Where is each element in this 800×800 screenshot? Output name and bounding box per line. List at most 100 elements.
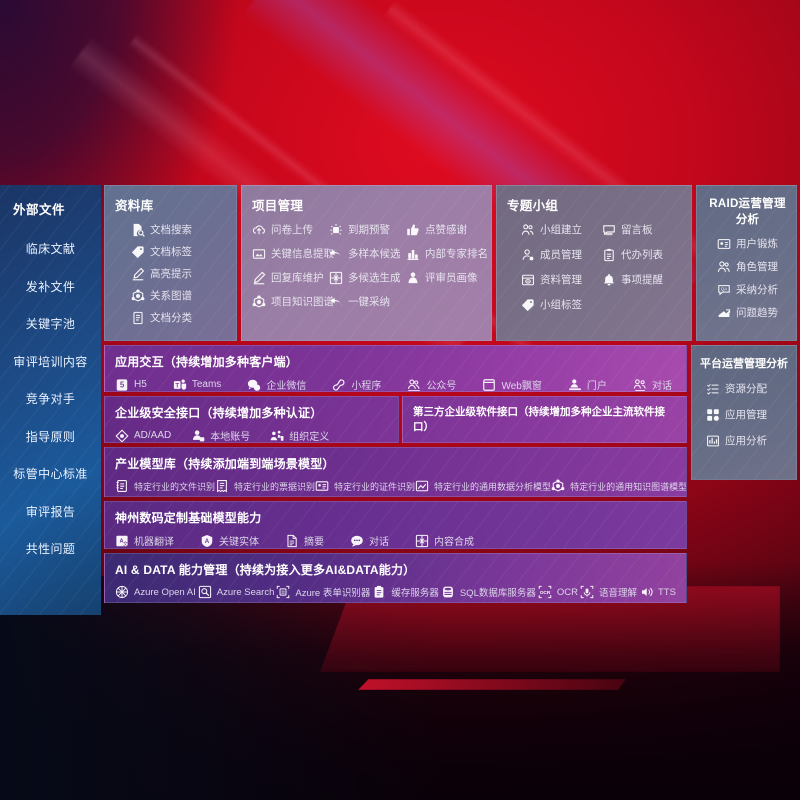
- app-item-official-account[interactable]: 公众号: [407, 377, 456, 391]
- industry-item-data-analysis-model[interactable]: 特定行业的通用数据分析模型: [415, 479, 551, 493]
- aidata-item-label: 缓存服务器: [391, 588, 439, 599]
- project-item-internal-expert-ranking[interactable]: 内部专家排名: [406, 247, 488, 261]
- app-item-label: Teams: [191, 379, 222, 390]
- tag-icon: [131, 245, 145, 259]
- library-item-relation-graph[interactable]: 关系图谱: [131, 289, 228, 303]
- aidata-item-azure-search[interactable]: Azure Search: [198, 585, 274, 599]
- third-party-item-api-designer[interactable]: API自动化设计器: [421, 441, 516, 443]
- industry-item-file-recognition[interactable]: 特定行业的文件识别: [115, 479, 215, 493]
- aidata-item-ocr[interactable]: OCR OCR: [538, 585, 578, 599]
- sidebar-item-competitors[interactable]: 竞争对手: [25, 392, 76, 406]
- platform-item-app-management[interactable]: 应用管理: [706, 408, 790, 422]
- project-item-thanks[interactable]: 点赞感谢: [406, 223, 483, 237]
- people-add-icon: [521, 223, 535, 237]
- library-item-document-tag[interactable]: 文档标签: [131, 245, 228, 259]
- aidata-item-tts[interactable]: TTS: [639, 585, 676, 599]
- teams-icon: T: [173, 378, 187, 392]
- group-item-label: 资料管理: [540, 273, 582, 286]
- clipboard-list-icon: [602, 248, 616, 262]
- dcits-item-label: 内容合成: [434, 537, 474, 548]
- app-item-teams[interactable]: T Teams: [173, 378, 221, 392]
- dcits-item-dialog[interactable]: 对话: [350, 533, 389, 548]
- app-item-web-popup[interactable]: Web飘窗: [482, 377, 542, 392]
- library-item-document-search[interactable]: 文档搜索: [131, 223, 228, 237]
- aidata-item-form-recognizer[interactable]: Azure 表单识别器: [276, 585, 370, 599]
- bar-ai-data-items: Azure Open AI Azure Search Azure 表单识别器 缓…: [115, 585, 676, 599]
- group-item-event-reminder[interactable]: 事项提醒: [602, 273, 683, 287]
- project-item-label: 回复库维护: [271, 271, 324, 284]
- sidebar-item-keyword-pool[interactable]: 关键字池: [25, 317, 76, 331]
- app-item-portal[interactable]: 门户: [568, 377, 607, 391]
- platform-item-resource-allocation[interactable]: 资源分配: [706, 382, 790, 396]
- panel-library: 资料库 文档搜索 文档标签 高亮提示: [104, 185, 237, 341]
- group-item-message-board[interactable]: 留言板: [602, 223, 683, 237]
- industry-item-receipt-recognition[interactable]: 特定行业的票据识别: [215, 479, 315, 493]
- project-item-label: 点赞感谢: [424, 223, 467, 236]
- raid-item-issue-trend[interactable]: 问题趋势: [717, 306, 788, 320]
- aidata-item-speech-understanding[interactable]: 语音理解: [580, 585, 637, 599]
- thumbs-up-icon: [406, 223, 420, 237]
- sidebar-item-clinical-literature[interactable]: 临床文献: [25, 242, 76, 256]
- app-item-h5[interactable]: 5 H5: [115, 378, 147, 392]
- archive-icon: [521, 273, 535, 287]
- group-item-material-management[interactable]: 资料管理: [521, 273, 602, 287]
- raid-item-role-management[interactable]: 角色管理: [717, 260, 788, 274]
- library-item-document-category[interactable]: 文档分类: [131, 311, 228, 325]
- document-search-icon: [131, 223, 145, 237]
- panel-raid-title: RAID运营管理分析: [709, 198, 786, 226]
- project-item-knowledge-graph[interactable]: 项目知识图谱: [252, 295, 334, 309]
- sidebar-item-review-report[interactable]: 审评报告: [25, 504, 76, 519]
- app-item-miniprogram[interactable]: 小程序: [332, 377, 381, 391]
- security-item-ad-aad[interactable]: AD/AAD: [115, 428, 171, 442]
- project-item-reply-library[interactable]: 回复库维护: [252, 271, 329, 285]
- group-item-group-tag[interactable]: 小组标签: [521, 298, 602, 312]
- project-item-one-click-adopt[interactable]: 一键采纳: [329, 295, 406, 309]
- graph-network-icon: [551, 479, 565, 493]
- industry-item-knowledge-graph-model[interactable]: 特定行业的通用知识图谱模型: [551, 479, 686, 493]
- app-item-wechat-work[interactable]: 企业微信: [247, 377, 306, 391]
- qa-chat-icon: QA: [717, 283, 731, 297]
- svg-text:文: 文: [123, 540, 128, 547]
- sidebar-item-common-issues[interactable]: 共性问题: [25, 542, 76, 556]
- project-item-due-alert[interactable]: 到期预警: [329, 223, 406, 237]
- sidebar-item-standards-center[interactable]: 标管中心标准: [13, 467, 88, 481]
- platform-item-app-analysis[interactable]: 应用分析: [706, 434, 790, 448]
- sidebar-item-review-training[interactable]: 审评培训内容: [13, 354, 88, 369]
- sidebar-item-supplement-docs[interactable]: 发补文件: [25, 279, 76, 294]
- dcits-item-key-entity[interactable]: A 关键实体: [200, 533, 259, 548]
- group-item-create-group[interactable]: 小组建立: [521, 223, 602, 237]
- aidata-item-cache-server[interactable]: 缓存服务器: [372, 585, 439, 599]
- industry-item-id-recognition[interactable]: 特定行业的证件识别: [315, 479, 415, 493]
- library-item-label: 文档分类: [150, 311, 192, 324]
- bar-third-party-items: API自动化设计器: [413, 441, 676, 443]
- raid-item-adoption-analysis[interactable]: QA 采纳分析: [717, 283, 788, 297]
- project-item-multi-sample-candidates[interactable]: 多样本候选: [329, 247, 406, 261]
- library-item-highlight[interactable]: 高亮提示: [131, 267, 228, 281]
- dialog-icon: [633, 378, 647, 392]
- dcits-item-summary[interactable]: 摘要: [285, 533, 324, 548]
- project-item-questionnaire-upload[interactable]: 问卷上传: [252, 223, 329, 237]
- local-account-icon: [191, 429, 205, 443]
- panel-library-title: 资料库: [115, 199, 154, 213]
- project-item-key-info-extract[interactable]: 关键信息提取: [252, 247, 334, 261]
- project-item-reviewer-profile[interactable]: 评审员画像: [406, 271, 483, 285]
- raid-item-user-training[interactable]: 用户锻炼: [717, 237, 788, 251]
- trend-chart-icon: [717, 306, 731, 320]
- panel-special-group: 专题小组 小组建立 留言板 成员管理: [496, 185, 692, 341]
- group-item-todo-list[interactable]: 代办列表: [602, 248, 683, 262]
- dcits-item-content-synthesis[interactable]: 内容合成: [415, 533, 474, 548]
- aidata-item-azure-openai[interactable]: Azure Open AI: [115, 585, 196, 599]
- person-portrait-icon: [406, 271, 420, 285]
- web-popup-icon: [482, 378, 496, 392]
- graph-network-icon: [252, 295, 266, 309]
- security-item-local-account[interactable]: 本地账号: [191, 428, 250, 443]
- sidebar-item-guidelines[interactable]: 指导原则: [25, 429, 76, 444]
- aidata-item-sql-database[interactable]: SQL数据库服务器: [441, 585, 536, 599]
- architecture-board: 外部文件 临床文献 发补文件 关键字池 审评培训内容 竞争对手 指导原则 标管中…: [0, 185, 800, 615]
- project-item-multi-candidate-generation[interactable]: 多候选生成: [329, 271, 406, 285]
- group-item-label: 事项提醒: [621, 273, 663, 286]
- group-item-member-management[interactable]: 成员管理: [521, 248, 602, 262]
- app-item-dialog[interactable]: 对话: [633, 377, 672, 392]
- security-item-organization[interactable]: 组织定义: [270, 428, 329, 442]
